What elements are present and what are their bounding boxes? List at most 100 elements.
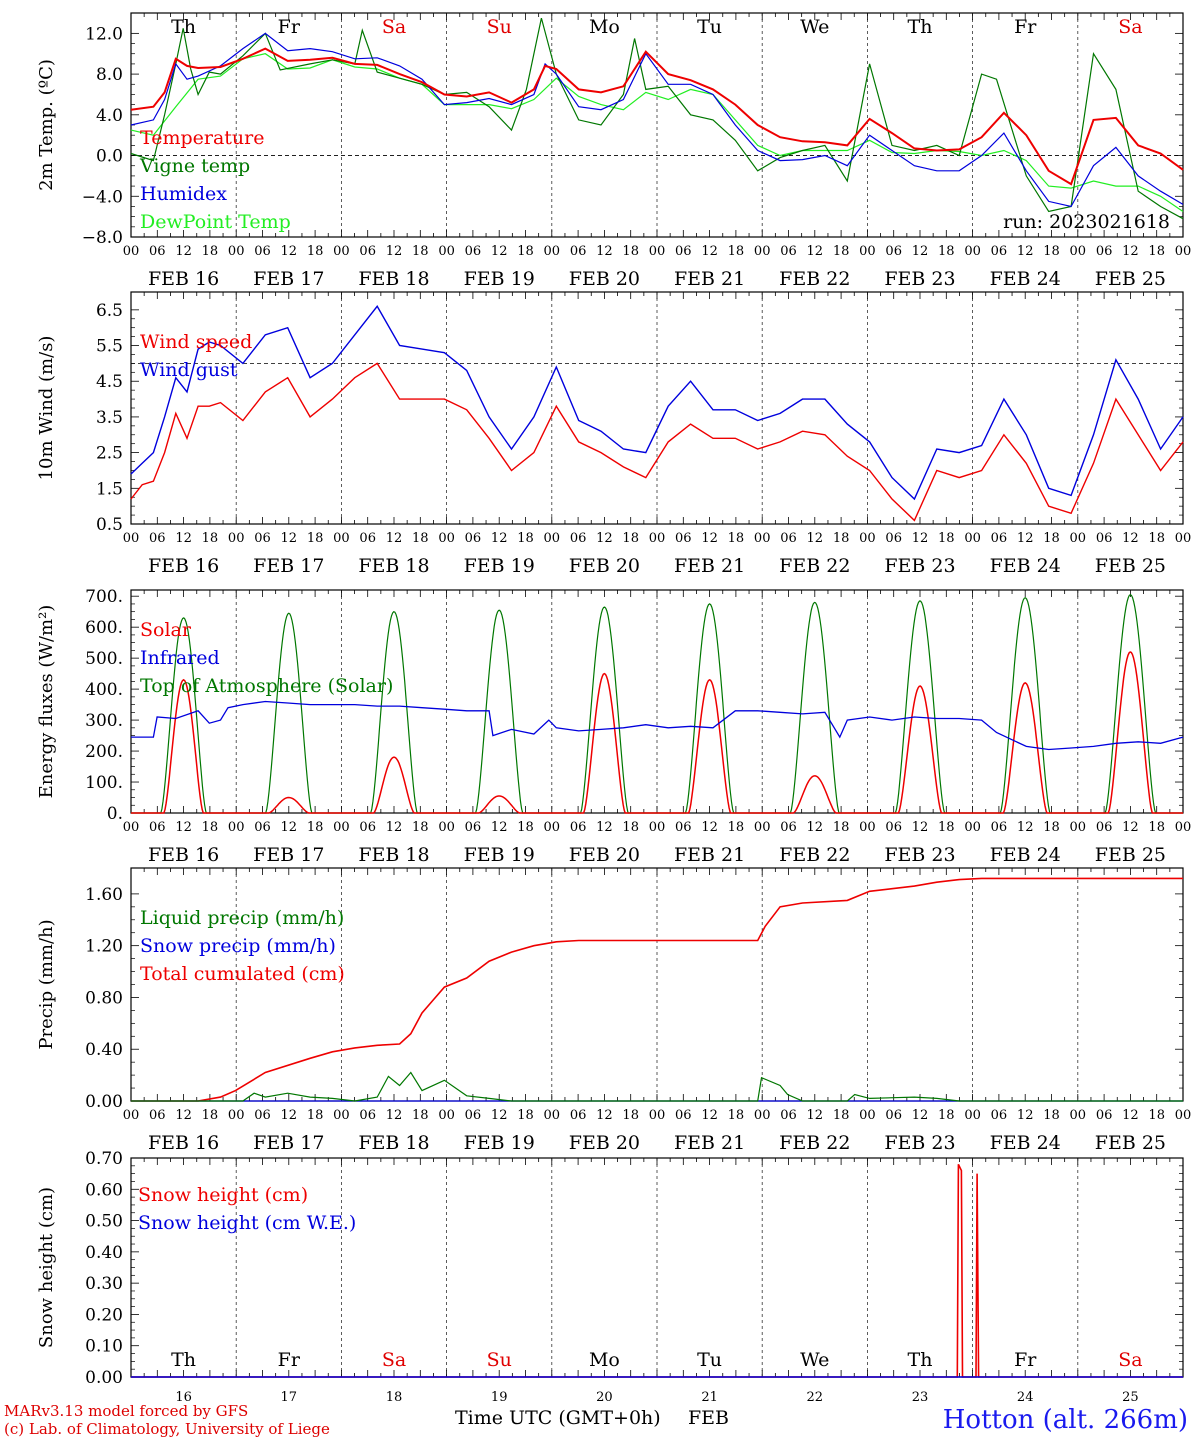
hour-tick-label: 12 xyxy=(491,1108,508,1123)
series-line xyxy=(130,17,1184,220)
legend-item: Top of Atmosphere (Solar) xyxy=(140,675,393,697)
legend-item: Temperature xyxy=(140,127,264,149)
series-line xyxy=(130,53,1184,212)
hour-tick-label: 18 xyxy=(728,244,745,259)
hour-tick-label: 06 xyxy=(359,1108,376,1123)
hour-tick-label: 18 xyxy=(622,820,639,835)
hour-tick-label: 18 xyxy=(833,531,850,546)
weekday-label: Mo xyxy=(589,16,620,38)
weekday-label: Mo xyxy=(589,1349,620,1371)
hour-tick-label: 18 xyxy=(622,531,639,546)
date-label: FEB 22 xyxy=(779,1132,850,1154)
hour-tick-label: 18 xyxy=(1148,1108,1165,1123)
weekday-label: Su xyxy=(487,1349,512,1371)
hour-tick-label: 06 xyxy=(991,1108,1008,1123)
hour-tick-label: 12 xyxy=(386,820,403,835)
hour-tick-label: 00 xyxy=(859,1108,876,1123)
hour-tick-label: 12 xyxy=(807,1108,824,1123)
hour-tick-label: 12 xyxy=(386,531,403,546)
hour-tick-label: 12 xyxy=(491,820,508,835)
hour-tick-label: 00 xyxy=(544,244,561,259)
y-axis-label: Snow height (cm) xyxy=(36,1187,57,1348)
hour-tick-label: 12 xyxy=(596,244,613,259)
hour-tick-label: 00 xyxy=(1175,1108,1192,1123)
hour-tick-label: 12 xyxy=(807,531,824,546)
y-tick-label: 8.0 xyxy=(96,65,123,85)
hour-tick-label: 06 xyxy=(570,1108,587,1123)
date-label: FEB 23 xyxy=(884,1132,955,1154)
hour-tick-label: 00 xyxy=(438,531,455,546)
hour-tick-label: 00 xyxy=(649,820,666,835)
y-tick-label: 700. xyxy=(85,587,123,607)
hour-tick-label: 18 xyxy=(517,531,534,546)
infrared-line xyxy=(131,700,1184,751)
hour-tick-label: 18 xyxy=(1043,531,1060,546)
hour-tick-label: 00 xyxy=(438,244,455,259)
hour-tick-label: 18 xyxy=(1148,244,1165,259)
weekday-label: Sa xyxy=(1118,1349,1142,1371)
hour-tick-label: 00 xyxy=(649,531,666,546)
y-tick-label: 0.10 xyxy=(85,1337,123,1357)
hour-tick-label: 06 xyxy=(359,531,376,546)
hour-tick-label: 00 xyxy=(228,820,245,835)
hour-tick-label: 18 xyxy=(1148,531,1165,546)
hour-tick-label: 06 xyxy=(675,531,692,546)
weekday-label: Tu xyxy=(697,1349,722,1371)
hour-tick-label: 18 xyxy=(938,1108,955,1123)
hour-tick-label: 12 xyxy=(386,1108,403,1123)
weekday-label: We xyxy=(800,16,829,38)
hour-tick-label: 06 xyxy=(149,820,166,835)
date-label: FEB 18 xyxy=(358,555,429,577)
hour-tick-label: 00 xyxy=(123,531,140,546)
hour-tick-label: 12 xyxy=(175,531,192,546)
date-label: FEB 21 xyxy=(674,268,745,290)
hour-tick-label: 18 xyxy=(1043,244,1060,259)
legend-item: Vigne temp xyxy=(139,155,250,177)
date-label: FEB 20 xyxy=(569,844,640,866)
date-label: FEB 19 xyxy=(464,844,535,866)
hour-tick-label: 00 xyxy=(1175,244,1192,259)
legend-item: Wind speed xyxy=(140,331,252,353)
hour-tick-label: 00 xyxy=(1070,1108,1087,1123)
y-tick-label: 0.40 xyxy=(85,1040,123,1060)
hour-tick-label: 12 xyxy=(701,531,718,546)
day-number-label: 22 xyxy=(807,1390,824,1405)
weekday-label: Th xyxy=(171,1349,196,1371)
date-label: FEB 25 xyxy=(1095,268,1166,290)
legend-item: Liquid precip (mm/h) xyxy=(140,907,344,929)
date-label: FEB 21 xyxy=(674,555,745,577)
hour-tick-label: 12 xyxy=(596,820,613,835)
legend-item: Wind gust xyxy=(140,359,238,381)
hour-tick-label: 18 xyxy=(728,820,745,835)
day-number-label: 23 xyxy=(912,1390,929,1405)
hour-tick-label: 00 xyxy=(859,244,876,259)
hour-tick-label: 18 xyxy=(202,1108,219,1123)
day-number-label: 16 xyxy=(175,1390,192,1405)
hour-tick-label: 00 xyxy=(228,1108,245,1123)
hour-tick-label: 12 xyxy=(281,1108,298,1123)
hour-tick-label: 06 xyxy=(885,820,902,835)
hour-tick-label: 18 xyxy=(517,1108,534,1123)
toa-solar-line xyxy=(131,593,1183,814)
date-label: FEB 18 xyxy=(358,1132,429,1154)
hour-tick-label: 18 xyxy=(728,1108,745,1123)
hour-tick-label: 18 xyxy=(938,244,955,259)
y-tick-label: 0.5 xyxy=(96,515,123,535)
hour-tick-label: 06 xyxy=(465,820,482,835)
day-number-label: 18 xyxy=(386,1390,403,1405)
hour-tick-label: 06 xyxy=(991,531,1008,546)
hour-tick-label: 18 xyxy=(728,531,745,546)
hour-tick-label: 12 xyxy=(1122,531,1139,546)
weekday-label: Th xyxy=(171,16,196,38)
y-axis-label: 10m Wind (m/s) xyxy=(36,336,57,481)
hour-tick-label: 12 xyxy=(912,531,929,546)
hour-tick-label: 12 xyxy=(491,531,508,546)
hour-tick-label: 06 xyxy=(254,531,271,546)
panel-1: −8.0 −4.0 0.0 4.0 8.0 12.0 2m Temp. (ºC) Th Fr Sa… xyxy=(36,12,1192,290)
weekday-label: Th xyxy=(908,16,933,38)
date-label: FEB 18 xyxy=(358,844,429,866)
hour-tick-label: 06 xyxy=(991,244,1008,259)
hour-tick-label: 06 xyxy=(465,1108,482,1123)
legend-item: Humidex xyxy=(140,183,227,205)
day-number-label: 24 xyxy=(1017,1390,1034,1405)
